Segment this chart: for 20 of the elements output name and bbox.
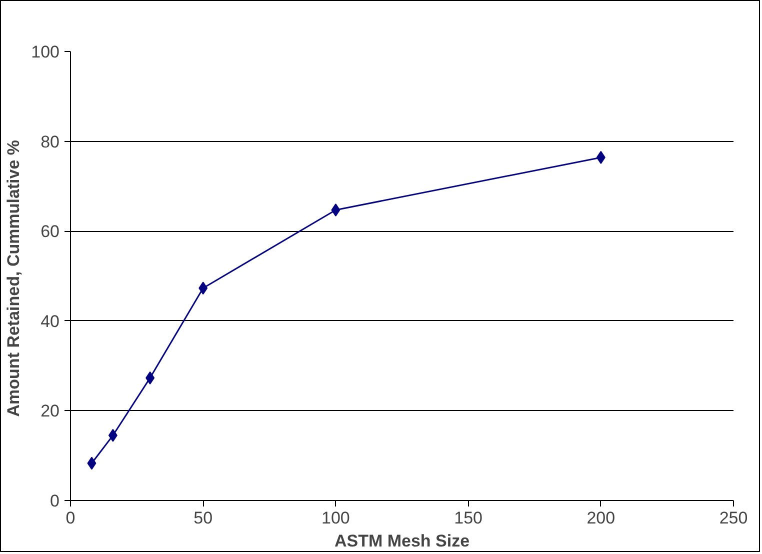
point bbox=[331, 203, 340, 216]
point bbox=[596, 150, 606, 164]
y-tick-label: 20 bbox=[40, 402, 60, 421]
x-tick-label: 50 bbox=[194, 508, 213, 528]
x-tick-label: 100 bbox=[322, 508, 350, 528]
y-tick-label: 0 bbox=[50, 492, 60, 510]
x-tick-label: 250 bbox=[719, 508, 748, 528]
point bbox=[198, 282, 208, 295]
y-tick-label: 40 bbox=[40, 312, 60, 331]
point bbox=[87, 456, 96, 470]
x-tick-label: 0 bbox=[66, 508, 76, 528]
x-tick-label: 200 bbox=[586, 508, 616, 528]
x-tick-label: 150 bbox=[454, 508, 482, 528]
y-tick-label: 100 bbox=[31, 42, 60, 62]
y-axis-title: Amount Retained, Cummulative % bbox=[4, 140, 24, 417]
x-axis-title: ASTM Mesh Size bbox=[334, 532, 470, 550]
y-tick-label: 80 bbox=[40, 132, 60, 152]
point bbox=[146, 371, 155, 384]
y-tick-label: 60 bbox=[40, 222, 60, 242]
point bbox=[108, 428, 118, 442]
